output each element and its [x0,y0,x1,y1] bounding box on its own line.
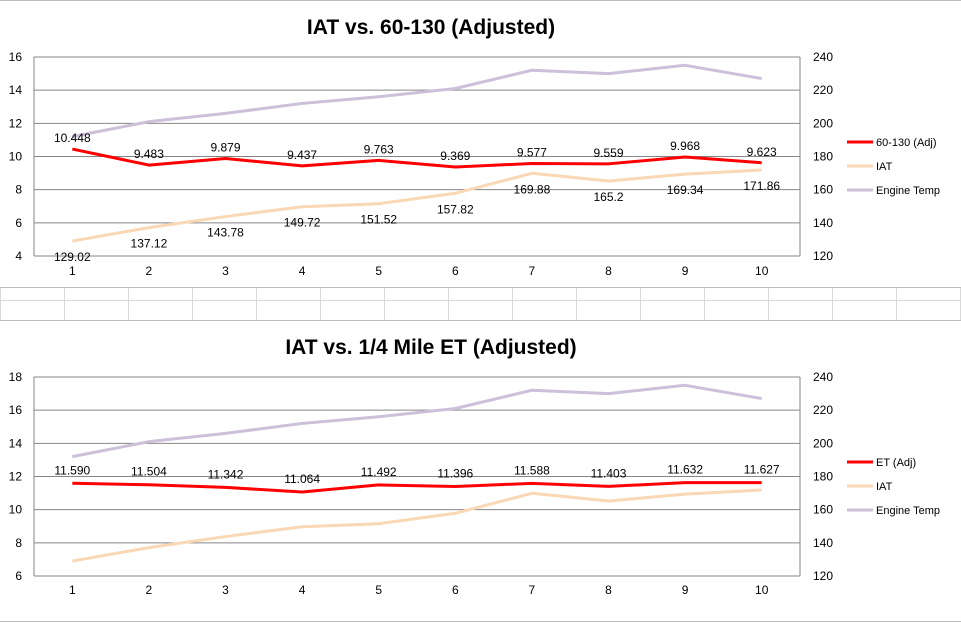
y-left-tick-label: 16 [9,403,23,417]
y-right-tick-label: 220 [813,83,833,97]
y-left-tick-label: 10 [9,503,23,517]
y-left-tick-label: 6 [15,569,22,583]
x-tick-label: 8 [605,264,612,278]
data-label: 9.483 [134,147,164,161]
y-left-tick-label: 18 [9,370,23,384]
legend-label: 60-130 (Adj) [876,137,937,149]
x-tick-label: 10 [755,264,769,278]
data-label: 10.448 [54,131,91,145]
x-tick-label: 1 [69,583,76,597]
data-label: 149.72 [284,216,321,230]
x-tick-label: 1 [69,264,76,278]
data-label: 137.12 [131,237,168,251]
legend-label: Engine Temp [876,185,940,197]
data-label: 11.504 [131,465,167,479]
chart-quarter-mile: IAT vs. 1/4 Mile ET (Adjusted)6810121416… [0,321,961,621]
y-right-tick-label: 160 [813,183,833,197]
data-label: 143.78 [207,226,244,240]
x-tick-label: 3 [222,583,229,597]
data-label: 9.437 [287,148,317,162]
x-tick-label: 3 [222,264,229,278]
series-line-1 [72,170,761,241]
data-label: 129.02 [54,250,91,264]
y-right-tick-label: 200 [813,116,833,130]
x-tick-label: 4 [299,264,306,278]
data-label: 11.627 [744,463,780,477]
chart-title: IAT vs. 1/4 Mile ET (Adjusted) [285,336,576,359]
data-label: 169.34 [667,183,704,197]
y-right-tick-label: 140 [813,216,833,230]
y-right-tick-label: 120 [813,569,833,583]
x-tick-label: 8 [605,583,612,597]
y-right-tick-label: 180 [813,150,833,164]
series-line-2 [72,65,761,136]
x-tick-label: 9 [682,583,689,597]
series-line-0 [72,149,761,167]
legend-label: Engine Temp [876,505,940,517]
y-left-tick-label: 16 [9,50,23,64]
y-right-tick-label: 140 [813,536,833,550]
y-left-tick-label: 14 [9,436,23,450]
y-left-tick-label: 10 [9,150,23,164]
data-label: 11.396 [437,467,473,481]
data-label: 11.342 [208,467,244,481]
data-label: 9.369 [440,149,470,163]
x-tick-label: 2 [146,264,153,278]
x-tick-label: 7 [529,264,536,278]
y-left-tick-label: 8 [15,536,22,550]
x-tick-label: 6 [452,264,459,278]
series-line-1 [72,490,761,561]
y-right-tick-label: 220 [813,403,833,417]
y-right-tick-label: 200 [813,436,833,450]
x-tick-label: 5 [375,583,382,597]
legend-label: IAT [876,161,893,173]
data-label: 9.763 [364,142,394,156]
x-tick-label: 7 [529,583,536,597]
y-right-tick-label: 160 [813,503,833,517]
y-left-tick-label: 4 [15,249,22,263]
chart-title: IAT vs. 60-130 (Adjusted) [307,16,555,39]
y-right-tick-label: 240 [813,370,833,384]
y-left-tick-label: 8 [15,183,22,197]
data-label: 11.492 [361,465,397,479]
y-left-tick-label: 12 [9,116,23,130]
y-right-tick-label: 240 [813,50,833,64]
legend-label: IAT [876,481,893,493]
series-line-2 [72,385,761,456]
x-tick-label: 10 [755,583,769,597]
data-label: 169.88 [514,182,551,196]
chart-60-130: IAT vs. 60-130 (Adjusted)468101214161201… [0,1,961,287]
data-label: 165.2 [593,190,623,204]
y-left-tick-label: 14 [9,83,23,97]
x-tick-label: 5 [375,264,382,278]
data-label: 11.403 [591,466,627,480]
legend-label: ET (Adj) [876,457,916,469]
x-tick-label: 9 [682,264,689,278]
data-label: 11.064 [284,472,320,486]
series-line-0 [72,483,761,492]
data-label: 9.623 [747,145,777,159]
data-label: 9.577 [517,146,547,160]
data-label: 11.632 [667,463,703,477]
data-label: 9.559 [593,146,623,160]
data-label: 9.879 [210,141,240,155]
y-right-tick-label: 180 [813,470,833,484]
data-label: 151.52 [360,213,397,227]
y-right-tick-label: 120 [813,249,833,263]
x-tick-label: 4 [299,583,306,597]
x-tick-label: 6 [452,583,459,597]
data-label: 157.82 [437,202,474,216]
y-left-tick-label: 12 [9,470,23,484]
data-label: 11.590 [54,463,90,477]
data-label: 11.588 [514,463,550,477]
data-label: 9.968 [670,139,700,153]
data-label: 171.86 [743,179,780,193]
y-left-tick-label: 6 [15,216,22,230]
x-tick-label: 2 [146,583,153,597]
